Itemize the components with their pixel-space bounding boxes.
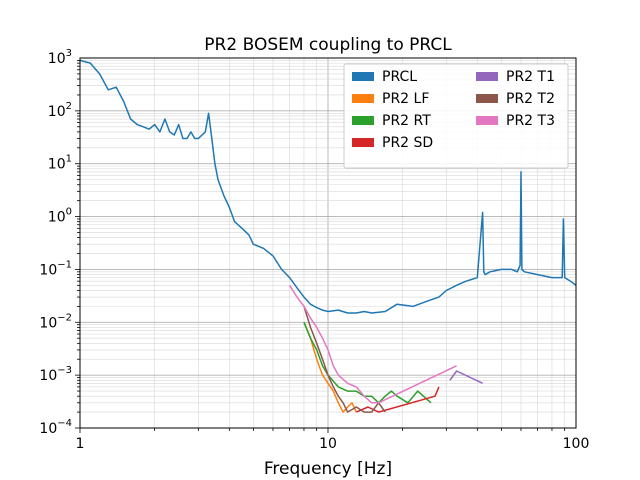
legend-label-pr2-rt: PR2 RT <box>382 113 431 129</box>
y-tick-labels: 10−4 10−3 10−2 10−1 100 101 102 103 <box>39 48 72 437</box>
legend-box <box>343 63 569 169</box>
y-tick-label: 100 <box>48 207 72 226</box>
y-tick-label: 103 <box>48 48 72 67</box>
chart-title: PR2 BOSEM coupling to PRCL <box>204 35 452 55</box>
legend-swatch-pr2-t2 <box>476 94 498 103</box>
legend-label-pr2-lf: PR2 LF <box>382 91 429 107</box>
legend-label-prcl: PRCL <box>382 69 417 85</box>
x-tick-label: 100 <box>563 436 590 452</box>
legend-label-pr2-t1: PR2 T1 <box>506 69 555 85</box>
series-line-prcl <box>79 59 577 314</box>
series-line-pr2-sd <box>356 386 440 413</box>
legend: PRCL PR2 LF PR2 RT PR2 SD PR2 T1 PR2 T2 PR2 T3 <box>343 63 569 169</box>
legend-label-pr2-sd: PR2 SD <box>382 135 433 151</box>
legend-swatch-prcl <box>352 72 374 81</box>
y-tick-label: 10−4 <box>39 418 72 437</box>
legend-swatch-pr2-lf <box>352 94 374 103</box>
legend-swatch-pr2-sd <box>352 138 374 147</box>
y-tick-label: 101 <box>48 154 72 173</box>
legend-swatch-pr2-rt <box>352 116 374 125</box>
series-line-pr2-lf <box>303 322 357 413</box>
y-tick-label: 10−3 <box>39 365 72 384</box>
x-tick-labels: 1 10 100 <box>76 436 590 452</box>
series-line-pr2-t1 <box>449 370 483 384</box>
y-tick-label: 10−1 <box>39 259 72 278</box>
legend-swatch-pr2-t3 <box>476 116 498 125</box>
x-axis-label: Frequency [Hz] <box>264 459 392 479</box>
y-tick-label: 102 <box>48 101 72 120</box>
axis-ticks <box>75 60 566 433</box>
series-line-pr2-t3 <box>288 284 457 404</box>
legend-swatch-pr2-t1 <box>476 72 498 81</box>
legend-label-pr2-t3: PR2 T3 <box>506 113 555 129</box>
x-tick-label: 1 <box>76 436 85 452</box>
series-line-pr2-t2 <box>303 306 386 413</box>
x-tick-label: 10 <box>319 436 337 452</box>
y-tick-label: 10−2 <box>39 312 72 331</box>
grid <box>79 58 576 429</box>
series-layer <box>79 59 577 413</box>
legend-label-pr2-t2: PR2 T2 <box>506 91 555 107</box>
